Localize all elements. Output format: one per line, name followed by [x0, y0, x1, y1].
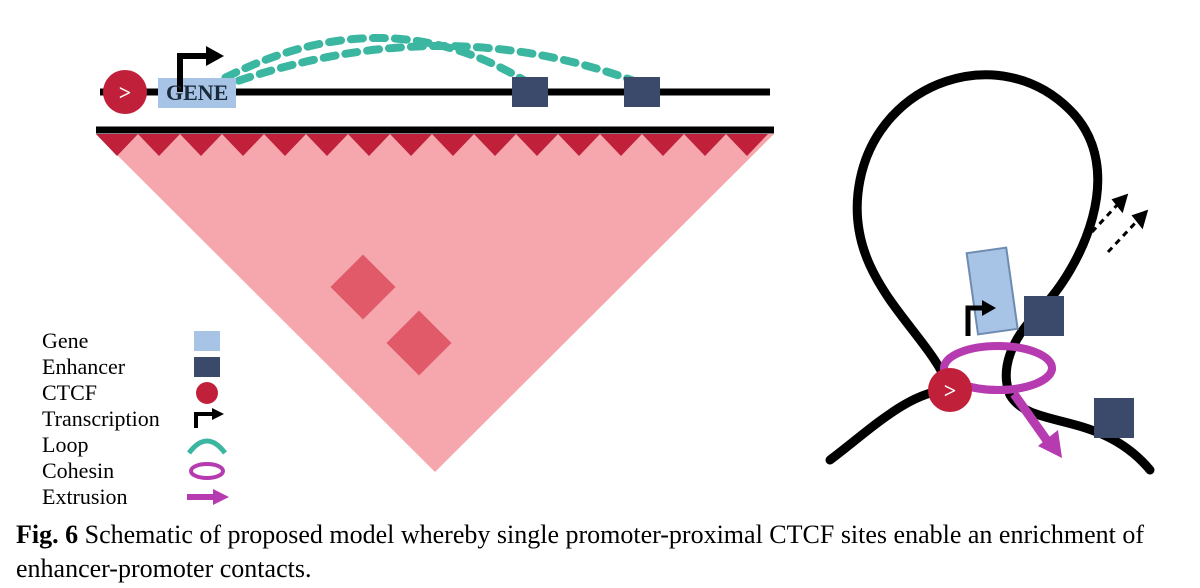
- legend-label: Loop: [42, 432, 177, 458]
- extrusion-icon: [177, 486, 237, 508]
- looped-diagram: >: [800, 0, 1200, 510]
- legend-row-gene: Gene: [42, 328, 237, 354]
- enhancer-icon: [177, 356, 237, 378]
- loop-growth-arrows: [1092, 196, 1146, 252]
- caption-text: Schematic of proposed model whereby sing…: [16, 520, 1144, 583]
- legend-row-cohesin: Cohesin: [42, 458, 237, 484]
- legend: Gene Enhancer CTCF Transcription Loop Co…: [42, 328, 237, 510]
- legend-label: Gene: [42, 328, 177, 354]
- legend-label: Extrusion: [42, 484, 177, 510]
- legend-label: Enhancer: [42, 354, 177, 380]
- legend-row-enhancer: Enhancer: [42, 354, 237, 380]
- transcription-icon: [177, 408, 237, 430]
- gene-label: GENE: [166, 80, 228, 105]
- legend-row-transcription: Transcription: [42, 406, 237, 432]
- gene-block-looped: [967, 248, 1018, 335]
- ctcf-looped-glyph: >: [944, 378, 957, 403]
- legend-row-loop: Loop: [42, 432, 237, 458]
- extrusion-arrow: [1014, 394, 1062, 458]
- legend-row-extrusion: Extrusion: [42, 484, 237, 510]
- legend-label: Cohesin: [42, 458, 177, 484]
- enhancer-looped-2: [1094, 398, 1134, 438]
- legend-label: CTCF: [42, 380, 177, 406]
- legend-label: Transcription: [42, 406, 177, 432]
- enhancer-1: [512, 77, 548, 107]
- loop-arc-2: [218, 46, 642, 88]
- loop-icon: [177, 434, 237, 456]
- ctcf-icon: [177, 382, 237, 404]
- cohesin-icon: [177, 460, 237, 482]
- figure-caption: Fig. 6 Schematic of proposed model where…: [16, 518, 1176, 586]
- gene-icon: [177, 330, 237, 352]
- enhancer-2: [624, 77, 660, 107]
- ctcf-glyph: >: [119, 80, 132, 105]
- legend-row-ctcf: CTCF: [42, 380, 237, 406]
- enhancer-looped-1: [1024, 296, 1064, 336]
- figure-area: GENE >: [0, 0, 1200, 510]
- caption-label: Fig. 6: [16, 520, 78, 549]
